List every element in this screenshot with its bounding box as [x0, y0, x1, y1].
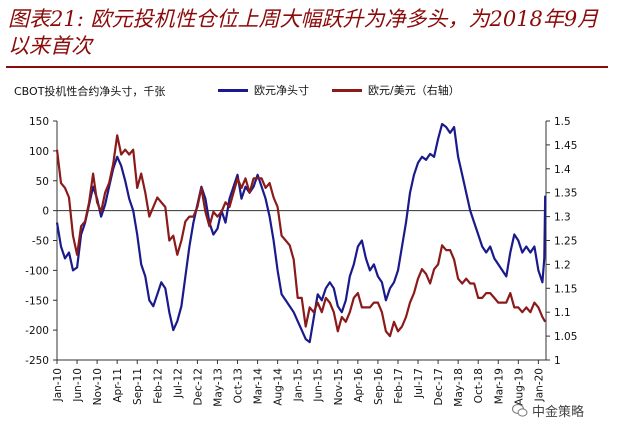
chart-axes: 150 100 50 0 -50 -100 -150 -200 -250 1.5 1.45 1.4 1.…: [25, 116, 577, 407]
y-tick-label: 0: [42, 206, 49, 218]
y2-tick-label: 1.25: [554, 236, 577, 248]
x-tick-label: Nov-10: [92, 368, 104, 405]
y2-tick-label: 1.2: [554, 259, 571, 271]
page-title: 图表21: 欧元投机性仓位上周大幅跃升为净多头，为2018年9月以来首次: [8, 7, 599, 58]
y-tick-label: 100: [29, 146, 49, 158]
y2-tick-label: 1.15: [554, 283, 577, 295]
y-tick-label: -250: [25, 355, 49, 367]
y2-tick-label: 1.5: [554, 116, 571, 128]
x-tick-label: Jun-15: [313, 368, 325, 403]
y-tick-label: 150: [29, 116, 49, 128]
x-tick-label: Apr-11: [112, 368, 124, 403]
x-tick-label: Jul-12: [172, 368, 184, 399]
y-axis-label: CBOT投机性合约净头寸，千张: [14, 85, 166, 98]
y2-tick-label: 1.3: [554, 212, 571, 224]
watermark: 中金策略: [512, 401, 584, 420]
legend-label-eurusd: 欧元/美元（右轴）: [368, 84, 460, 97]
x-tick-label: Jul-17: [413, 368, 425, 399]
x-tick-label: Dec-12: [192, 368, 204, 405]
legend-item-net-position: 欧元净头寸: [218, 82, 309, 98]
x-tick-label: May-18: [453, 368, 465, 407]
y2-tick-label: 1.1: [554, 307, 571, 319]
y-tick-label: -100: [25, 265, 49, 277]
x-tick-label: Jan-10: [52, 368, 64, 402]
y2-tick-label: 1.4: [554, 164, 571, 176]
y2-tick-label: 1: [554, 355, 561, 367]
x-tick-label: Feb-12: [152, 368, 164, 404]
y2-tick-label: 1.05: [554, 331, 577, 343]
x-tick-label: Nov-15: [333, 368, 345, 405]
legend-swatch-eurusd: [332, 88, 362, 92]
x-tick-label: Mar-19: [493, 368, 505, 404]
chart-lines: [55, 122, 547, 344]
x-tick-label: Apr-16: [353, 368, 365, 403]
x-tick-label: Oct-18: [473, 368, 485, 403]
x-tick-label: Jan-15: [293, 368, 305, 402]
legend-label-net-position: 欧元净头寸: [254, 84, 309, 97]
x-tick-label: Dec-17: [433, 368, 445, 405]
x-tick-label: Jun-10: [72, 368, 84, 403]
x-tick-label: Oct-13: [233, 368, 245, 403]
x-tick-label: Mar-14: [253, 368, 265, 405]
series-line-net-position: [55, 122, 547, 344]
legend-swatch-net-position: [218, 88, 248, 92]
y-tick-label: -150: [25, 295, 49, 307]
y-tick-label: -50: [32, 236, 49, 248]
x-tick-label: Sep-11: [132, 368, 144, 405]
y2-tick-label: 1.35: [554, 188, 577, 200]
title-rule: [6, 66, 608, 68]
y2-tick-label: 1.45: [554, 140, 577, 152]
x-tick-label: Sep-16: [373, 368, 385, 405]
x-tick-label: Aug-19: [513, 368, 525, 406]
watermark-text: 中金策略: [532, 405, 585, 420]
y-tick-label: -200: [25, 325, 49, 337]
legend-item-eurusd: 欧元/美元（右轴）: [332, 82, 460, 98]
wechat-icon: [512, 404, 528, 417]
x-tick-label: Aug-14: [273, 368, 285, 406]
y-tick-label: 50: [36, 176, 49, 188]
x-tick-label: Jan-20: [533, 368, 545, 402]
x-tick-label: Feb-17: [393, 368, 405, 404]
series-line-eurusd: [55, 134, 547, 338]
x-tick-label: May-13: [212, 368, 224, 407]
